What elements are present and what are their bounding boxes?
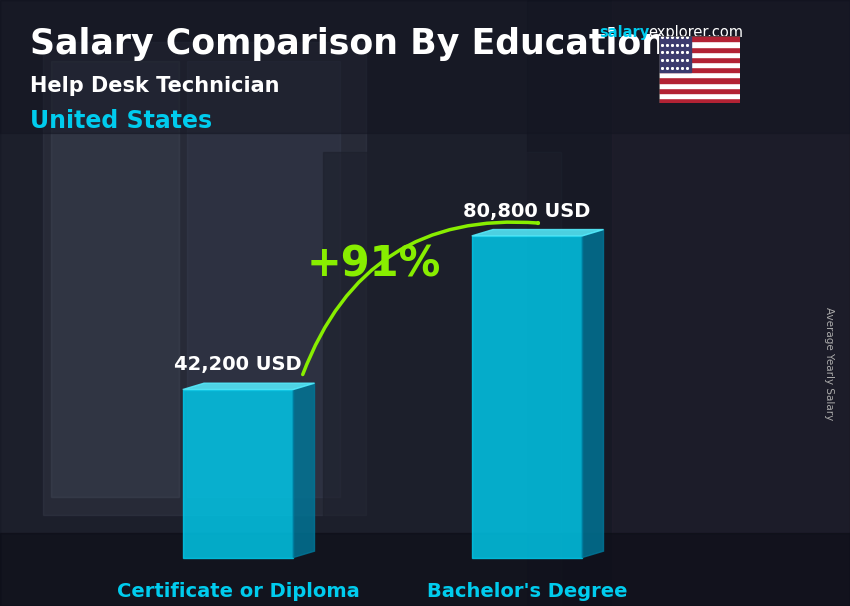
Bar xyxy=(659,82,740,88)
Bar xyxy=(42,42,366,515)
Text: United States: United States xyxy=(30,109,212,133)
Polygon shape xyxy=(183,390,293,558)
Text: Certificate or Diploma: Certificate or Diploma xyxy=(116,582,360,601)
Bar xyxy=(659,67,740,72)
Bar xyxy=(187,61,340,497)
Text: 80,800 USD: 80,800 USD xyxy=(463,202,591,221)
Bar xyxy=(659,93,740,98)
Bar xyxy=(659,57,740,62)
Bar xyxy=(659,41,740,47)
Bar xyxy=(323,152,561,606)
Bar xyxy=(659,98,740,103)
Text: +91%: +91% xyxy=(307,243,441,285)
Text: Help Desk Technician: Help Desk Technician xyxy=(30,76,280,96)
Text: Average Yearly Salary: Average Yearly Salary xyxy=(824,307,834,420)
Bar xyxy=(659,36,691,72)
Bar xyxy=(659,36,740,41)
Text: salary: salary xyxy=(599,25,649,41)
Polygon shape xyxy=(293,383,314,558)
Bar xyxy=(0,0,850,133)
Bar xyxy=(51,61,178,497)
Bar xyxy=(659,52,740,57)
Bar xyxy=(659,47,740,52)
FancyArrowPatch shape xyxy=(303,222,538,375)
Bar xyxy=(0,533,850,606)
Polygon shape xyxy=(183,383,314,390)
Bar xyxy=(612,0,850,606)
Text: 42,200 USD: 42,200 USD xyxy=(174,355,302,375)
Bar xyxy=(659,88,740,93)
Bar xyxy=(659,72,740,78)
Polygon shape xyxy=(472,236,582,558)
Bar xyxy=(659,62,740,67)
Polygon shape xyxy=(472,230,604,236)
Bar xyxy=(659,78,740,82)
Polygon shape xyxy=(582,230,603,558)
Text: explorer.com: explorer.com xyxy=(649,25,744,41)
Text: Salary Comparison By Education: Salary Comparison By Education xyxy=(30,27,666,61)
Text: Bachelor's Degree: Bachelor's Degree xyxy=(427,582,627,601)
Bar xyxy=(527,0,850,606)
